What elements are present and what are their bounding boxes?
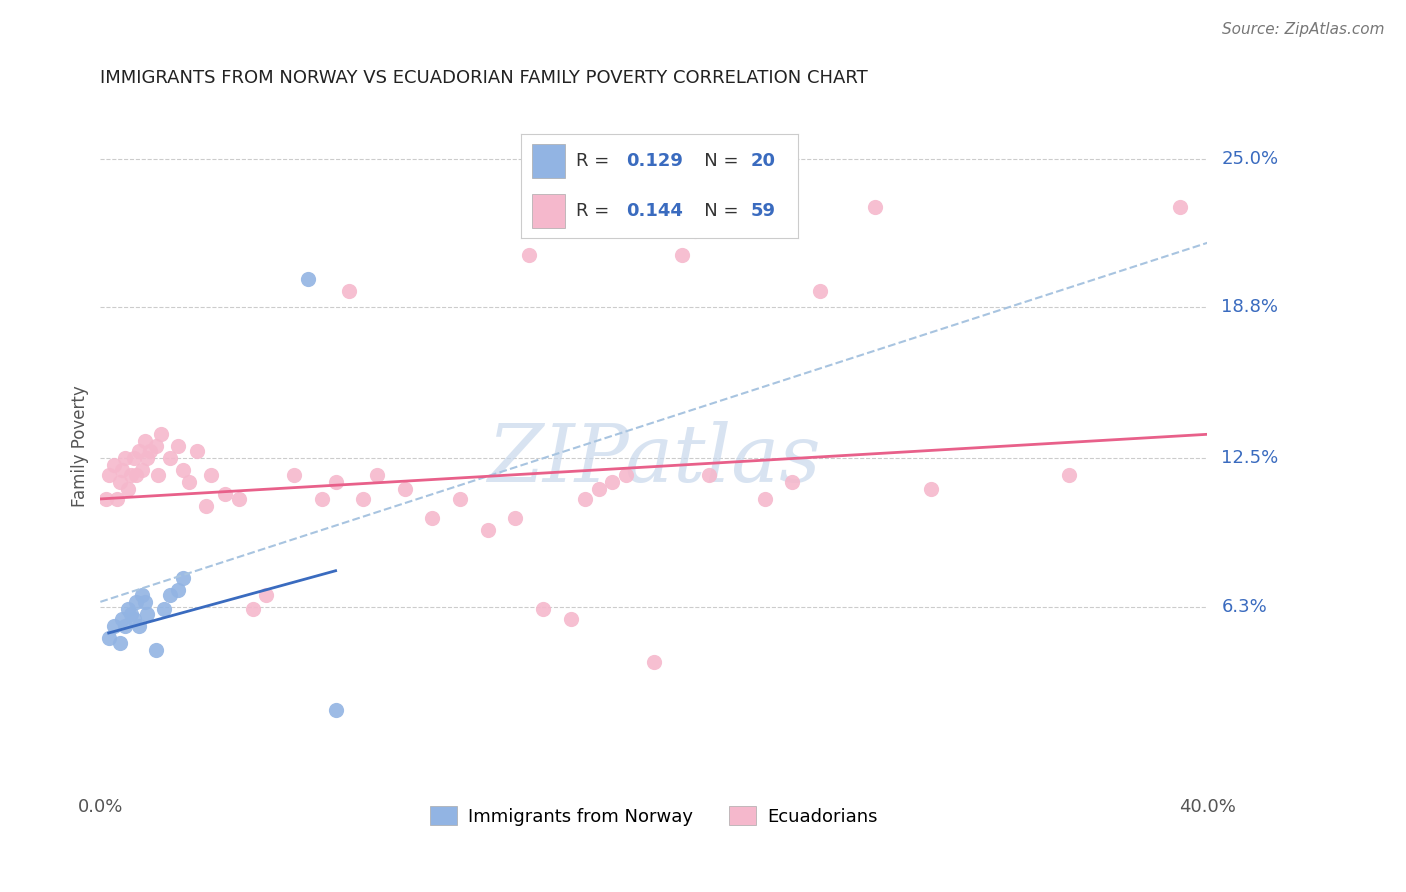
Text: IMMIGRANTS FROM NORWAY VS ECUADORIAN FAMILY POVERTY CORRELATION CHART: IMMIGRANTS FROM NORWAY VS ECUADORIAN FAM… xyxy=(100,69,868,87)
Point xyxy=(120,468,142,483)
Point xyxy=(808,284,831,298)
Point xyxy=(114,619,136,633)
Point xyxy=(108,475,131,490)
Point xyxy=(148,468,170,483)
Point xyxy=(254,588,277,602)
Point xyxy=(150,427,173,442)
Point xyxy=(117,483,139,497)
Point xyxy=(114,451,136,466)
Point xyxy=(145,439,167,453)
Point xyxy=(128,619,150,633)
Point xyxy=(111,463,134,477)
Point xyxy=(136,607,159,621)
Text: ZIPatlas: ZIPatlas xyxy=(486,421,821,499)
Point xyxy=(136,451,159,466)
Point xyxy=(865,200,887,214)
Point xyxy=(531,602,554,616)
Point xyxy=(153,602,176,616)
Point xyxy=(242,602,264,616)
Point xyxy=(311,491,333,506)
Point xyxy=(103,458,125,473)
Text: 18.8%: 18.8% xyxy=(1222,299,1278,317)
Point xyxy=(172,463,194,477)
Point xyxy=(1057,468,1080,483)
Point xyxy=(111,612,134,626)
Point xyxy=(422,511,444,525)
Point xyxy=(283,468,305,483)
Point xyxy=(574,491,596,506)
Point xyxy=(166,582,188,597)
Point xyxy=(166,439,188,453)
Point xyxy=(697,468,720,483)
Point xyxy=(131,588,153,602)
Y-axis label: Family Poverty: Family Poverty xyxy=(72,385,89,508)
Point xyxy=(139,444,162,458)
Point xyxy=(366,468,388,483)
Point xyxy=(560,612,582,626)
Point xyxy=(131,463,153,477)
Text: 12.5%: 12.5% xyxy=(1222,450,1278,467)
Point xyxy=(920,483,942,497)
Text: 25.0%: 25.0% xyxy=(1222,150,1278,168)
Point xyxy=(394,483,416,497)
Point xyxy=(325,702,347,716)
Point xyxy=(643,655,665,669)
Point xyxy=(120,607,142,621)
Point xyxy=(780,475,803,490)
Point xyxy=(200,468,222,483)
Point xyxy=(125,468,148,483)
Point xyxy=(352,491,374,506)
Point xyxy=(94,491,117,506)
Point xyxy=(339,284,361,298)
Point xyxy=(97,631,120,645)
Point xyxy=(103,619,125,633)
Point xyxy=(194,499,217,513)
Point xyxy=(128,444,150,458)
Point xyxy=(588,483,610,497)
Point xyxy=(122,612,145,626)
Point xyxy=(125,595,148,609)
Point xyxy=(159,451,181,466)
Point xyxy=(477,523,499,537)
Point xyxy=(214,487,236,501)
Point xyxy=(754,491,776,506)
Point xyxy=(297,271,319,285)
Point xyxy=(108,635,131,649)
Point xyxy=(449,491,471,506)
Text: Source: ZipAtlas.com: Source: ZipAtlas.com xyxy=(1222,22,1385,37)
Point xyxy=(325,475,347,490)
Point xyxy=(186,444,208,458)
Point xyxy=(671,248,693,262)
Point xyxy=(122,451,145,466)
Point xyxy=(1168,200,1191,214)
Legend: Immigrants from Norway, Ecuadorians: Immigrants from Norway, Ecuadorians xyxy=(423,799,884,833)
Point xyxy=(97,468,120,483)
Point xyxy=(134,595,156,609)
Point xyxy=(145,642,167,657)
Point xyxy=(517,248,540,262)
Point xyxy=(602,475,624,490)
Point xyxy=(117,602,139,616)
Point xyxy=(228,491,250,506)
Text: 6.3%: 6.3% xyxy=(1222,598,1267,615)
Point xyxy=(614,468,637,483)
Point xyxy=(177,475,200,490)
Point xyxy=(105,491,128,506)
Point xyxy=(685,224,707,238)
Point xyxy=(505,511,527,525)
Point xyxy=(172,571,194,585)
Point xyxy=(134,434,156,449)
Point xyxy=(159,588,181,602)
